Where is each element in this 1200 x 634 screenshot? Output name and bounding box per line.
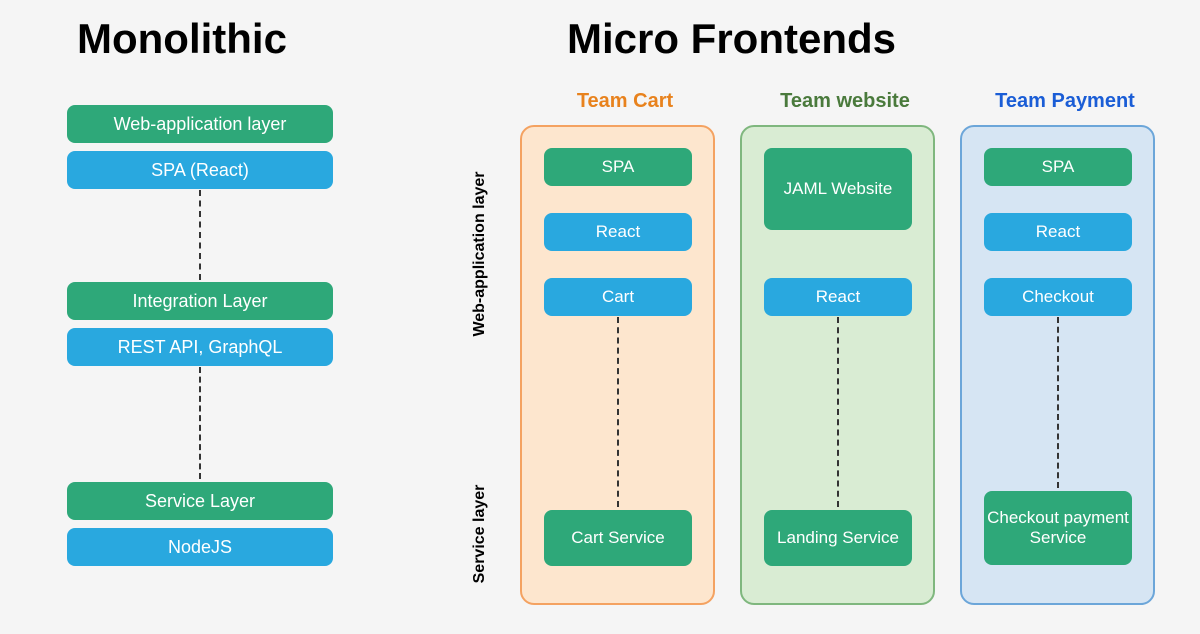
cart-cart-block: Cart xyxy=(544,278,692,316)
cart-react-block: React xyxy=(544,213,692,251)
website-service-block: Landing Service xyxy=(764,510,912,566)
nodejs-block: NodeJS xyxy=(67,528,333,566)
service-side-label: Service layer xyxy=(471,434,489,634)
website-react-block: React xyxy=(764,278,912,316)
web-app-layer-block: Web-application layer xyxy=(67,105,333,143)
connector-1 xyxy=(199,190,201,280)
payment-spa-block: SPA xyxy=(984,148,1132,186)
spa-react-block: SPA (React) xyxy=(67,151,333,189)
monolithic-title: Monolithic xyxy=(77,15,287,63)
service-layer-block: Service Layer xyxy=(67,482,333,520)
team-cart-label: Team Cart xyxy=(540,90,710,113)
web-app-side-label: Web-application layer xyxy=(471,154,489,354)
integration-layer-block: Integration Layer xyxy=(67,282,333,320)
payment-checkout-block: Checkout xyxy=(984,278,1132,316)
website-connector xyxy=(837,317,839,507)
cart-connector xyxy=(617,317,619,507)
team-payment-label: Team Payment xyxy=(975,90,1155,113)
team-website-label: Team website xyxy=(760,90,930,113)
payment-service-block: Checkout payment Service xyxy=(984,491,1132,565)
payment-connector xyxy=(1057,317,1059,488)
payment-react-block: React xyxy=(984,213,1132,251)
website-jaml-block: JAML Website xyxy=(764,148,912,230)
connector-2 xyxy=(199,367,201,479)
microfrontends-title: Micro Frontends xyxy=(567,15,896,63)
cart-spa-block: SPA xyxy=(544,148,692,186)
cart-service-block: Cart Service xyxy=(544,510,692,566)
rest-api-block: REST API, GraphQL xyxy=(67,328,333,366)
